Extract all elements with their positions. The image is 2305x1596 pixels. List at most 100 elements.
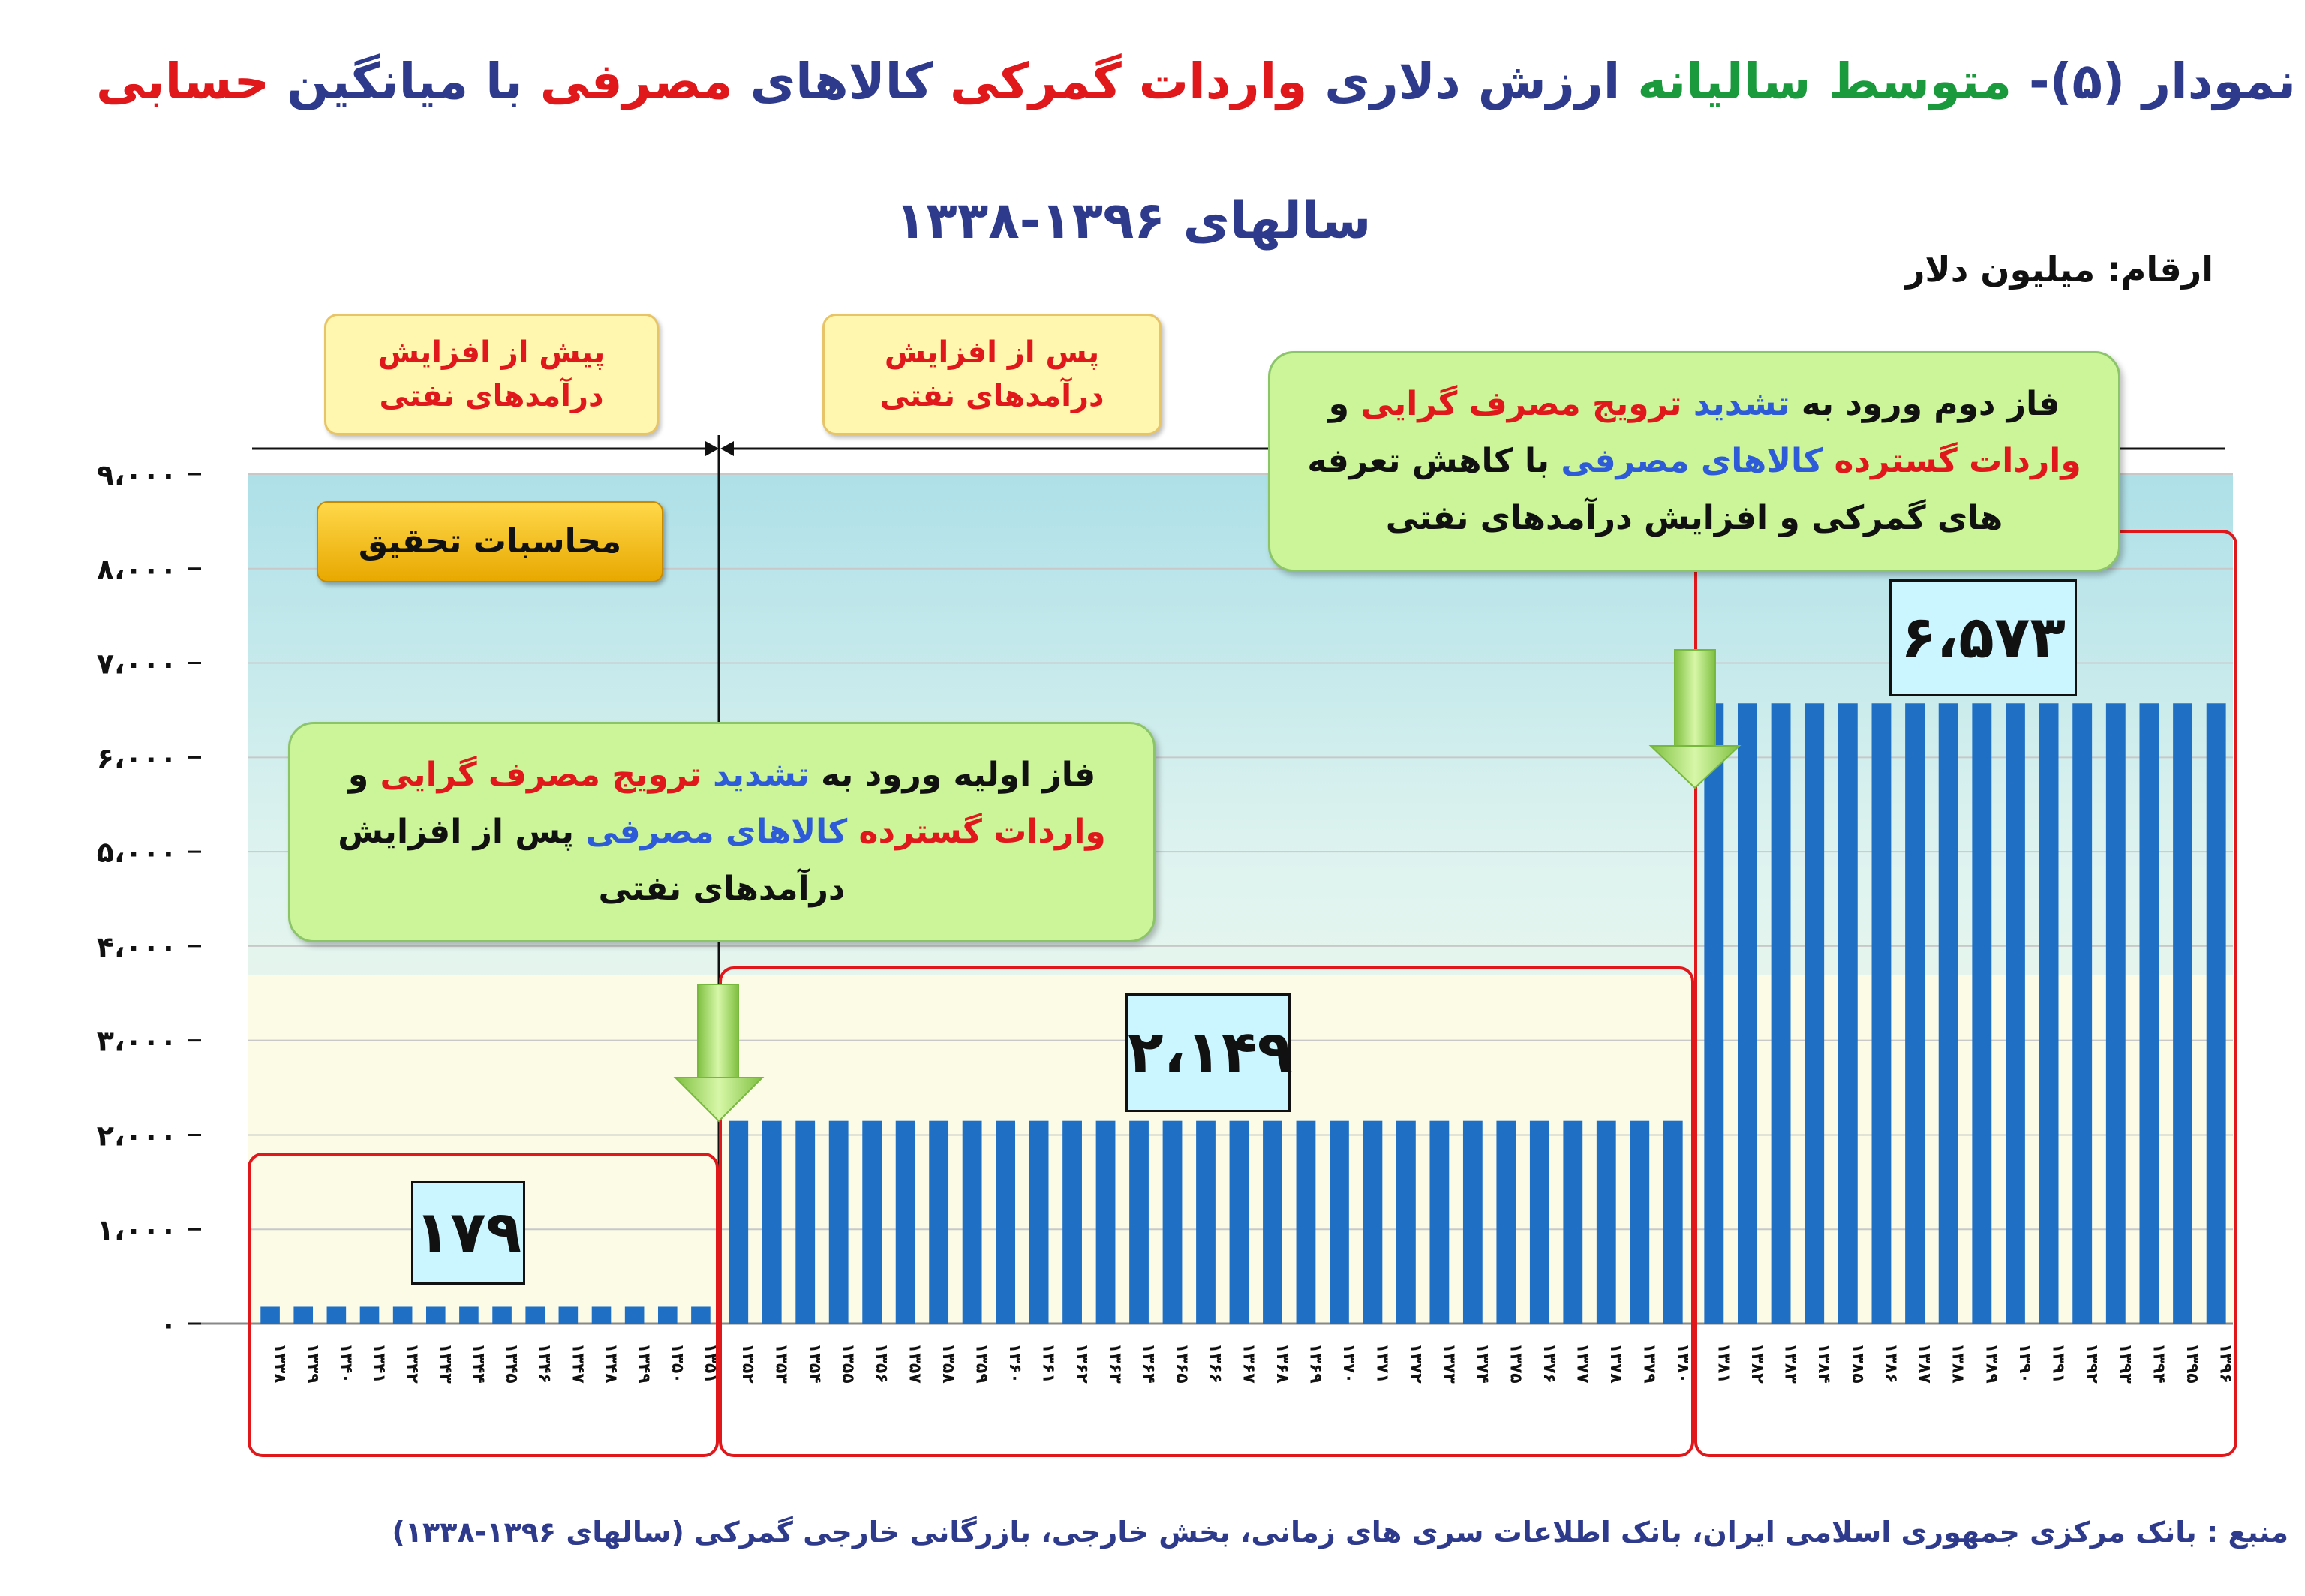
before-oil-tag-text: پیش از افزایش درآمدهای نفتی: [377, 335, 606, 413]
bar: [1029, 1120, 1049, 1324]
group2-value-label: ۲،۱۴۹: [1125, 993, 1293, 1112]
y-tick-label: ۰: [160, 1308, 177, 1341]
y-tick-label: ۶،۰۰۰: [97, 741, 177, 774]
bar: [459, 1306, 479, 1324]
x-tick-label: ۱۳۷۱: [1372, 1343, 1391, 1384]
phase1-note-part: تشدید: [713, 756, 810, 794]
x-tick-label: ۱۳۶۸: [1273, 1343, 1291, 1384]
bar: [895, 1120, 915, 1324]
x-axis: ۱۳۳۸ ۱۳۳۹ ۱۳۴۰ ۱۳۴۱ ۱۳۴۲ ۱۳۴۳ ۱۳۴۴ ۱۳۴۵ ۱۳۴۶ ۱۳۴۷…: [270, 1343, 2235, 1384]
x-tick-label: ۱۳۶۱: [1039, 1343, 1058, 1384]
phase1-note-part: پس از افزایش درآمدهای نفتی: [338, 813, 846, 908]
before-oil-tag: پیش از افزایش درآمدهای نفتی: [324, 314, 659, 435]
x-tick-label: ۱۳۶۶: [1206, 1343, 1225, 1384]
bar: [1838, 703, 1858, 1324]
bar: [862, 1120, 882, 1324]
chart-subtitle: سالهای ۱۳۹۶-۱۳۳۸: [894, 191, 1372, 251]
bar: [2173, 703, 2193, 1324]
x-tick-label: ۱۳۷۰: [1339, 1343, 1358, 1384]
title-part: کالاهای: [732, 53, 950, 110]
y-tick-label: ۵،۰۰۰: [97, 836, 177, 869]
bar: [1737, 703, 1757, 1324]
x-tick-label: ۱۳۹۲: [2082, 1343, 2101, 1384]
bar: [1396, 1120, 1416, 1324]
x-tick-label: ۱۳۵۰: [668, 1343, 687, 1384]
bar: [558, 1306, 579, 1324]
bar: [1771, 703, 1791, 1324]
bar: [1129, 1120, 1149, 1324]
bar: [1938, 703, 1958, 1324]
x-tick-label: ۱۳۸۹: [1982, 1343, 2000, 1384]
bar: [1062, 1120, 1082, 1324]
x-tick-label: ۱۳۸۲: [1748, 1343, 1766, 1384]
bar: [2139, 703, 2159, 1324]
bar: [657, 1306, 678, 1324]
x-tick-label: ۱۳۵۳: [772, 1343, 791, 1384]
title-part: متوسط سالیانه: [1637, 53, 2012, 110]
x-tick-label: ۱۳۸۰: [1673, 1343, 1692, 1384]
bar: [1972, 703, 1992, 1324]
x-tick-label: ۱۳۷۴: [1473, 1343, 1492, 1384]
x-tick-label: ۱۳۳۹: [303, 1343, 322, 1384]
x-tick-label: ۱۳۴۹: [635, 1343, 654, 1384]
bar: [1196, 1120, 1216, 1324]
phase1-note-part: فاز اولیه ورود به: [809, 756, 1096, 794]
x-tick-label: ۱۳۸۴: [1814, 1343, 1833, 1384]
bar: [962, 1120, 982, 1324]
y-tick-label: ۴،۰۰۰: [97, 930, 177, 963]
unit-label: ارقام: میلیون دلار: [1904, 249, 2213, 290]
x-tick-label: ۱۳۶۳: [1106, 1343, 1125, 1384]
group-outline-2: [719, 966, 1694, 1457]
x-tick-label: ۱۳۶۴: [1139, 1343, 1158, 1384]
bar: [1429, 1120, 1450, 1324]
after-oil-tag-text: پس از افزایش درآمدهای نفتی: [879, 335, 1104, 413]
phase2-note-part: فاز دوم ورود به: [1790, 385, 2060, 423]
x-tick-label: ۱۳۴۱: [370, 1343, 389, 1384]
phase2-note: فاز دوم ورود به تشدید ترویج مصرف گرایی و…: [1268, 351, 2120, 572]
phase1-note-part: واردات گسترده: [858, 813, 1106, 851]
phase1-note: فاز اولیه ورود به تشدید ترویج مصرف گرایی…: [288, 722, 1156, 942]
x-tick-label: ۱۳۸۳: [1781, 1343, 1800, 1384]
x-tick-label: ۱۳۶۵: [1173, 1343, 1192, 1384]
chart-title: نمودار (۵)- متوسط سالیانه ارزش دلاری وار…: [0, 53, 2296, 110]
bar: [624, 1306, 645, 1324]
x-tick-label: ۱۳۴۶: [535, 1343, 554, 1384]
source-note: منبع : بانک مرکزی جمهوری اسلامی ایران، ب…: [392, 1516, 2288, 1549]
title-part: حسابی: [96, 53, 270, 110]
bar: [1805, 703, 1825, 1324]
x-tick-label: ۱۳۵۶: [872, 1343, 891, 1384]
bar: [591, 1306, 612, 1324]
y-tick-label: ۲،۰۰۰: [97, 1119, 177, 1152]
y-tick-label: ۳،۰۰۰: [97, 1025, 177, 1058]
before-period-arrowhead: [705, 441, 719, 456]
phase1-note-part: ترویج مصرف گرایی: [380, 756, 714, 794]
x-tick-label: ۱۳۶۹: [1306, 1343, 1324, 1384]
bar: [1462, 1120, 1483, 1324]
x-tick-label: ۱۳۴۵: [502, 1343, 521, 1384]
bar: [2206, 703, 2226, 1324]
bar: [795, 1120, 816, 1324]
y-tick-label: ۹،۰۰۰: [97, 458, 177, 491]
x-tick-label: ۱۳۸۱: [1714, 1343, 1733, 1384]
x-tick-label: ۱۳۴۳: [436, 1343, 455, 1384]
title-part: نمودار (۵)-: [2012, 53, 2296, 110]
x-tick-label: ۱۳۵۸: [939, 1343, 957, 1384]
x-tick-label: ۱۳۶۰: [1005, 1343, 1024, 1384]
x-tick-label: ۱۳۷۷: [1573, 1343, 1591, 1384]
after-period-arrowhead: [720, 441, 734, 456]
x-tick-label: ۱۳۷۹: [1639, 1343, 1658, 1384]
y-axis: ۰ ۱،۰۰۰ ۲،۰۰۰ ۳،۰۰۰ ۴،۰۰۰ ۵،۰۰۰ ۶،۰۰۰ ۷،۰۰۰ ۸،۰۰…: [97, 458, 201, 1341]
y-tick-label: ۸،۰۰۰: [97, 553, 177, 586]
bar: [828, 1120, 849, 1324]
x-tick-label: ۱۳۶۲: [1072, 1343, 1091, 1384]
bar: [1529, 1120, 1549, 1324]
bar: [729, 1120, 749, 1324]
x-tick-label: ۱۳۹۴: [2149, 1343, 2168, 1384]
x-tick-label: ۱۳۷۵: [1506, 1343, 1525, 1384]
phase1-note-part: و: [347, 756, 380, 794]
bar: [525, 1306, 545, 1324]
x-tick-label: ۱۳۵۹: [972, 1343, 991, 1384]
phase2-note-part: ترویج مصرف گرایی: [1360, 385, 1693, 423]
bar: [326, 1306, 347, 1324]
bar: [2039, 703, 2059, 1324]
